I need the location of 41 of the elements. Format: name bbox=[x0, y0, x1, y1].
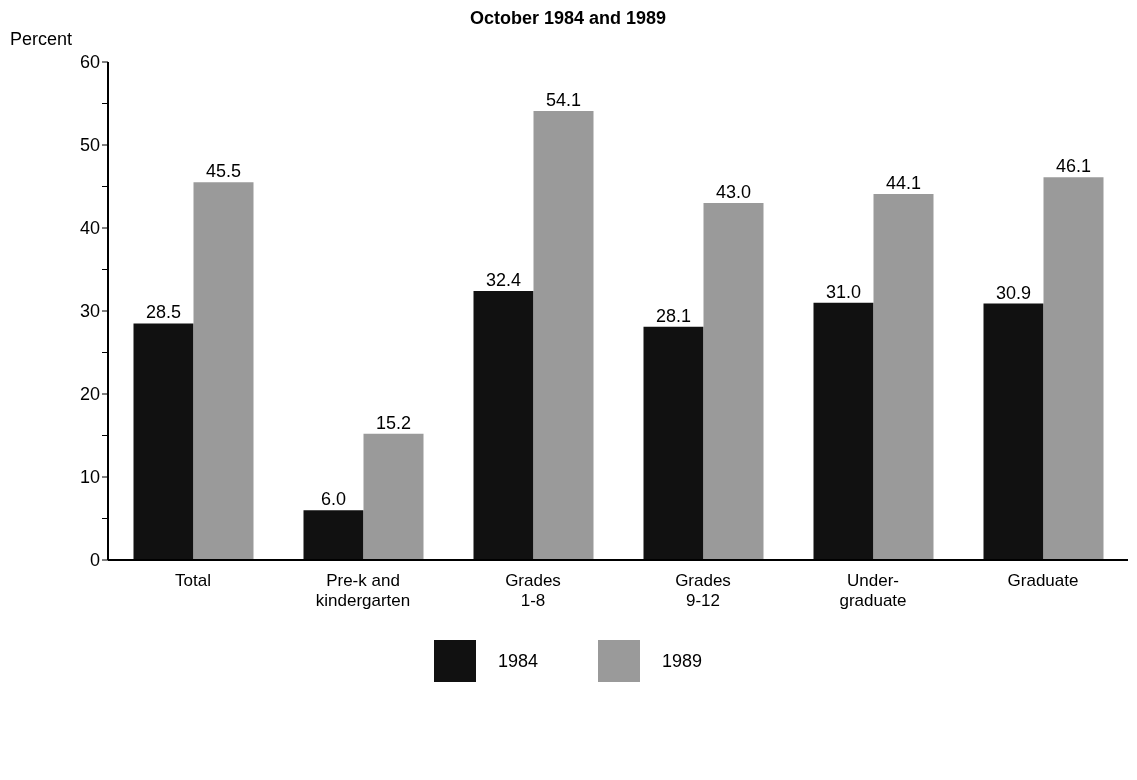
data-label: 44.1 bbox=[885, 172, 922, 193]
data-label: 54.1 bbox=[545, 89, 582, 110]
data-label: 6.0 bbox=[320, 489, 347, 510]
bar bbox=[703, 203, 764, 560]
y-tick-label: 10 bbox=[79, 467, 100, 488]
bar bbox=[133, 323, 194, 560]
y-tick-label: 20 bbox=[79, 384, 100, 405]
data-label: 45.5 bbox=[205, 161, 242, 182]
data-label: 28.1 bbox=[655, 305, 692, 326]
data-label: 43.0 bbox=[715, 182, 752, 203]
data-label: 32.4 bbox=[485, 270, 522, 291]
bar bbox=[983, 303, 1044, 560]
bar bbox=[813, 302, 874, 560]
y-axis-title: Percent bbox=[10, 29, 74, 50]
legend-label: 1989 bbox=[662, 650, 703, 672]
y-tick-label: 30 bbox=[79, 301, 100, 322]
bar bbox=[643, 326, 704, 560]
bar bbox=[303, 510, 364, 560]
bar bbox=[1043, 177, 1104, 560]
bar bbox=[473, 291, 534, 560]
data-label: 31.0 bbox=[825, 281, 862, 302]
x-tick-label: Total bbox=[175, 571, 211, 590]
data-label: 15.2 bbox=[375, 412, 412, 433]
legend-label: 1984 bbox=[497, 650, 538, 672]
x-tick-label: Grades 9-12 bbox=[675, 571, 731, 610]
x-tick-label: Under- graduate bbox=[839, 571, 907, 610]
y-tick-label: 60 bbox=[79, 52, 100, 73]
y-tick-label: 0 bbox=[89, 550, 100, 571]
data-label: 28.5 bbox=[145, 302, 182, 323]
y-tick-label: 40 bbox=[79, 218, 100, 239]
bar bbox=[873, 193, 934, 560]
y-tick-label: 50 bbox=[79, 135, 100, 156]
x-tick-label: Graduate bbox=[1007, 571, 1079, 590]
bar bbox=[193, 182, 254, 560]
chart-title: October 1984 and 1989 bbox=[468, 8, 668, 29]
bar bbox=[363, 433, 424, 560]
data-label: 30.9 bbox=[995, 282, 1032, 303]
x-tick-label: Grades 1-8 bbox=[505, 571, 561, 610]
data-label: 46.1 bbox=[1055, 156, 1092, 177]
x-tick-label: Pre-k and kindergarten bbox=[315, 571, 411, 610]
bar bbox=[533, 110, 594, 560]
